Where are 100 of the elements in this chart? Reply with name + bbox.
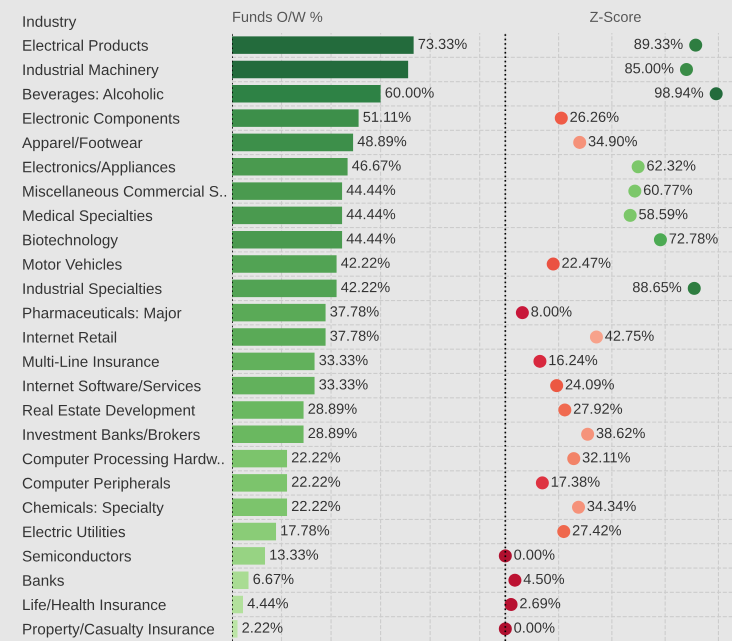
- data-label: 6.67%: [253, 574, 294, 584]
- data-label: 42.75%: [605, 330, 654, 341]
- y-tick-label: Electric Utilities: [23, 526, 126, 538]
- y-tick-label: Biotechnology: [23, 234, 118, 248]
- bar: [232, 85, 381, 103]
- data-label: 17.78%: [281, 525, 330, 536]
- y-tick-label: Industrial Specialties: [23, 282, 162, 298]
- data-label: 4.44%: [248, 598, 288, 608]
- data-label: 60.00%: [386, 87, 434, 98]
- point: [498, 622, 512, 636]
- y-tick-label: Medical Specialties: [23, 210, 152, 224]
- point: [628, 184, 642, 198]
- point: [508, 574, 522, 587]
- point: [550, 379, 564, 392]
- y-tick-label: Real Estate Development: [23, 404, 196, 419]
- data-label: 62.32%: [647, 160, 696, 171]
- bar: [232, 426, 304, 444]
- point: [572, 500, 586, 514]
- data-label: 22.22%: [292, 452, 340, 462]
- bar: [232, 255, 337, 273]
- bar: [232, 474, 288, 492]
- data-label: 42.22%: [341, 258, 390, 268]
- data-label: 44.44%: [346, 184, 396, 195]
- chart-title: Z-Score: [590, 12, 641, 22]
- bar: [232, 230, 342, 248]
- point: [516, 306, 529, 320]
- bar: [232, 376, 315, 394]
- y-tick-label: Internet Software/Services: [23, 380, 201, 392]
- y-tick-label: Computer Processing Hardw..: [22, 453, 224, 468]
- point: [689, 38, 702, 52]
- data-label: 60.77%: [644, 184, 692, 195]
- data-label: 22.22%: [292, 500, 340, 512]
- y-tick-label: Electrical Products: [23, 40, 148, 51]
- y-tick-label: Banks: [23, 574, 64, 586]
- data-label: 88.65%: [632, 282, 682, 292]
- y-tick-label: Investment Banks/Brokers: [23, 428, 200, 440]
- point: [632, 160, 645, 174]
- data-label: 2.22%: [242, 622, 282, 633]
- y-tick-label: Electronics/Appliances: [23, 161, 176, 176]
- bar: [232, 547, 266, 565]
- data-label: 48.89%: [358, 136, 406, 146]
- point: [558, 403, 572, 416]
- bar: [232, 450, 288, 468]
- data-label: 27.42%: [572, 525, 622, 536]
- point: [710, 87, 723, 100]
- bar: [232, 522, 276, 540]
- y-tick-label: Property/Casualty Insurance: [23, 623, 214, 638]
- data-label: 4.50%: [524, 574, 564, 584]
- y-tick-label: Internet Retail: [23, 331, 116, 343]
- data-label: 22.22%: [292, 476, 340, 487]
- data-label: 16.24%: [549, 354, 598, 366]
- data-label: 51.11%: [363, 112, 411, 122]
- bar: [232, 328, 326, 346]
- point: [680, 62, 693, 76]
- data-label: 34.34%: [587, 500, 636, 512]
- point: [533, 354, 546, 368]
- bar: [232, 60, 408, 78]
- point: [536, 476, 549, 490]
- data-label: 89.33%: [634, 38, 683, 50]
- data-label: 32.11%: [582, 452, 630, 463]
- bar: [232, 36, 414, 54]
- y-axis-title: Industry: [23, 16, 76, 30]
- bar: [232, 352, 315, 370]
- bar: [232, 571, 249, 589]
- data-label: 2.69%: [520, 598, 560, 608]
- data-label: 37.78%: [330, 330, 379, 341]
- bar: [232, 620, 238, 638]
- point: [546, 258, 560, 271]
- y-tick-label: Life/Health Insurance: [23, 598, 166, 610]
- bar: [232, 158, 348, 176]
- point: [581, 428, 594, 441]
- point: [567, 452, 580, 466]
- point: [504, 598, 518, 612]
- data-label: 22.47%: [562, 258, 610, 268]
- y-tick-label: Apparel/Footwear: [22, 136, 142, 152]
- data-label: 44.44%: [346, 209, 396, 220]
- data-label: 33.33%: [319, 379, 368, 390]
- bar: [232, 280, 337, 298]
- data-label: 58.59%: [639, 208, 688, 220]
- data-label: 0.00%: [514, 622, 554, 633]
- data-label: 34.90%: [588, 136, 637, 146]
- data-label: 13.33%: [270, 549, 318, 560]
- data-label: 42.22%: [341, 282, 390, 292]
- bar: [232, 182, 342, 200]
- data-label: 73.33%: [418, 38, 467, 50]
- y-tick-label: Computer Peripherals: [22, 477, 170, 492]
- y-tick-label: Motor Vehicles: [23, 258, 122, 270]
- point: [688, 282, 701, 295]
- data-label: 17.38%: [552, 476, 600, 487]
- data-label: 98.94%: [654, 87, 704, 98]
- data-label: 72.78%: [670, 233, 718, 244]
- y-tick-label: Industrial Machinery: [23, 64, 159, 78]
- point: [554, 112, 568, 125]
- point: [590, 330, 603, 344]
- y-tick-label: Beverages: Alcoholic: [23, 88, 164, 103]
- data-label: 28.89%: [308, 428, 357, 438]
- bar: [232, 109, 359, 127]
- bar: [232, 206, 342, 224]
- y-tick-label: Pharmaceuticals: Major: [23, 307, 182, 322]
- y-tick-label: Semiconductors: [22, 550, 131, 562]
